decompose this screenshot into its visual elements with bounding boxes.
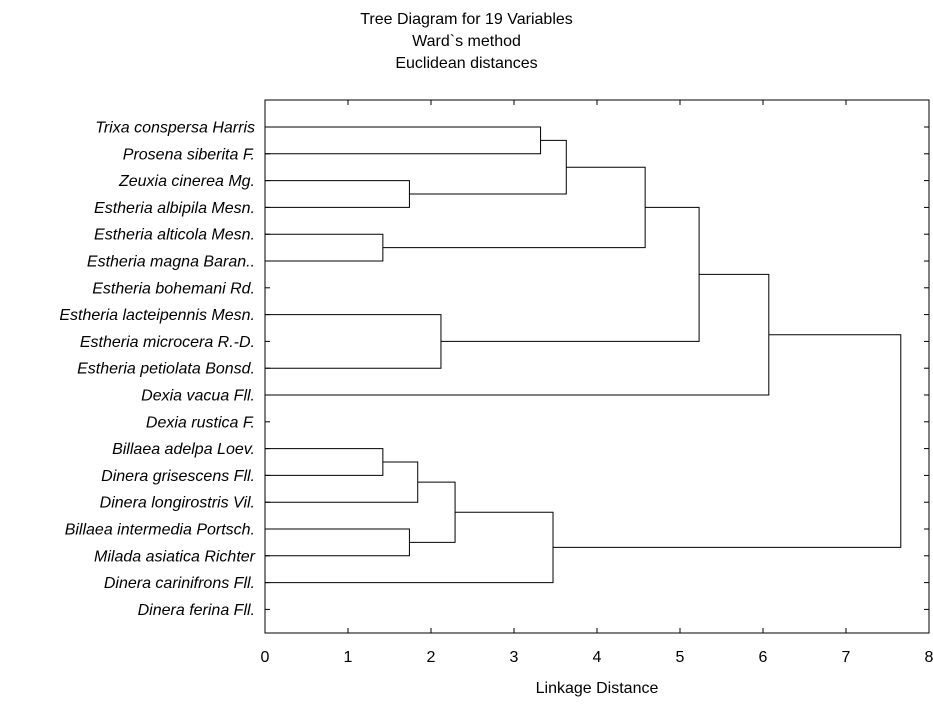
dendrogram-link-m8	[265, 273, 770, 396]
leaf-label: Zeuxia cinerea Mg.	[118, 173, 255, 190]
dendrogram-link-m3	[409, 139, 567, 195]
x-tick-label: 2	[427, 649, 436, 666]
dendrogram-link-m10	[265, 461, 419, 503]
x-tick-label: 6	[759, 649, 768, 666]
dendrogram-link-m7	[440, 206, 700, 342]
leaf-label: Dinera ferina Fll.	[138, 602, 255, 619]
dendrogram-link-m1	[265, 126, 542, 155]
plot-frame	[264, 99, 930, 634]
leaf-label: Estheria petiolata Bonsd.	[77, 361, 255, 378]
dendrogram-link-m9	[265, 448, 384, 476]
x-tick-label: 4	[593, 649, 602, 666]
leaf-label: Milada asiatica Richter	[94, 548, 256, 565]
leaf-label: Dinera longirostris Vil.	[100, 495, 255, 512]
dendrogram-link-m5	[382, 166, 646, 249]
x-axis-label: Linkage Distance	[535, 680, 659, 697]
leaf-label: Trixa conspersa Harris	[95, 120, 255, 137]
leaf-label: Billaea adelpa Loev.	[112, 441, 255, 458]
leaf-labels: Trixa conspersa Harris Prosena siberita F…	[59, 120, 255, 619]
leaf-label: Prosena siberita F.	[123, 146, 255, 163]
chart-title-line-3: Euclidean distances	[395, 55, 538, 72]
leaf-label: Dexia rustica F.	[146, 414, 255, 431]
x-tick-labels: 0 1 2 3 4 5 6 7 8	[261, 649, 933, 666]
x-tick-label: 0	[261, 649, 270, 666]
leaf-label: Dexia vacua Fll.	[141, 388, 255, 405]
x-tick-label: 8	[925, 649, 933, 666]
chart-title-line-2: Ward`s method	[412, 33, 521, 50]
dendrogram-link-m14	[553, 334, 902, 548]
dendrogram-link-m4	[265, 233, 384, 262]
chart-title-line-1: Tree Diagram for 19 Variables	[360, 11, 573, 28]
leaf-label: Estheria lacteipennis Mesn.	[59, 307, 255, 324]
dendrogram-branches	[265, 126, 902, 584]
leaf-label: Estheria albipila Mesn.	[94, 200, 255, 217]
leaf-label: Billaea intermedia Portsch.	[65, 522, 255, 539]
leaf-label: Estheria alticola Mesn.	[94, 227, 255, 244]
leaf-label: Dinera carinifrons Fll.	[104, 575, 255, 592]
dendrogram-link-m6	[265, 314, 442, 369]
dendrogram-link-m2	[265, 180, 410, 208]
x-tick-label: 1	[344, 649, 353, 666]
axis-ticks	[264, 100, 930, 633]
x-tick-label: 7	[842, 649, 851, 666]
dendrogram-link-m12	[409, 481, 456, 543]
x-tick-label: 5	[676, 649, 685, 666]
dendrogram-link-m11	[265, 528, 410, 557]
leaf-label: Estheria microcera R.-D.	[80, 334, 255, 351]
leaf-label: Estheria bohemani Rd.	[92, 280, 255, 297]
leaf-label: Dinera grisescens Fll.	[101, 468, 255, 485]
x-tick-label: 3	[510, 649, 519, 666]
leaf-label: Estheria magna Baran..	[87, 254, 255, 271]
